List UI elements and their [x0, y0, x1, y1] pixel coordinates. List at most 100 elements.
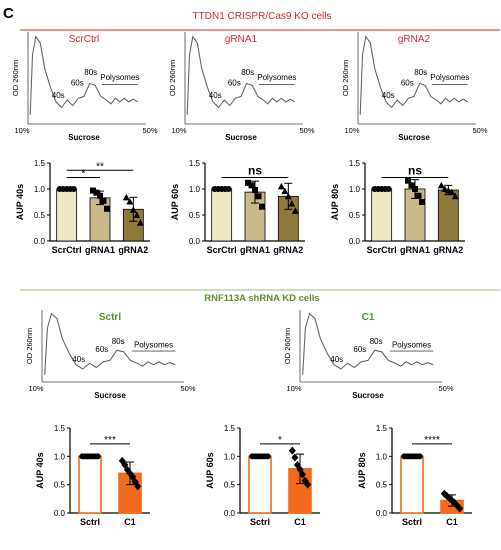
- bar: [400, 455, 424, 514]
- y-axis-label: AUP 80s: [330, 184, 340, 220]
- profile-x-label: Sucrose: [225, 133, 257, 142]
- peak-60s-label: 60s: [353, 345, 366, 354]
- peak-40s-label: 40s: [72, 355, 85, 364]
- data-point: [225, 186, 232, 192]
- y-tick-label: 0.0: [224, 509, 236, 518]
- y-tick-label: 1.0: [349, 185, 361, 194]
- profile-curve: [186, 35, 296, 115]
- peak-80s-label: 80s: [112, 337, 125, 346]
- profile-x-start: 10%: [171, 126, 186, 135]
- bar: [211, 188, 233, 242]
- data-point: [121, 460, 129, 469]
- section1-title: TTDN1 CRISPR/Cas9 KO cells: [193, 11, 332, 22]
- data-point: [129, 206, 137, 213]
- data-point: [255, 193, 262, 200]
- peak-60s-label: 60s: [228, 78, 241, 87]
- y-tick-label: 1.5: [224, 424, 236, 433]
- data-point: [448, 188, 456, 196]
- bar-chart-3: 0.0 0.5 1.0 1.5 AUP 80s ScrCtrl gRNA1 gRNA2 ns: [330, 159, 465, 255]
- category-label: ScrCtrl: [367, 245, 397, 255]
- peak-60s-label: 60s: [95, 345, 108, 354]
- profile-y-label: OD 260nm: [283, 328, 292, 364]
- profile-y-label: OD 260nm: [168, 60, 177, 96]
- significance-label: ***: [104, 435, 116, 446]
- data-point: [288, 446, 296, 455]
- data-point: [284, 192, 292, 200]
- data-point: [277, 182, 285, 190]
- bar: [56, 188, 78, 242]
- peak-60s-label: 60s: [71, 78, 84, 87]
- data-point: [437, 181, 445, 189]
- data-point: [100, 197, 107, 204]
- category-label: gRNA1: [85, 245, 115, 255]
- data-point: [416, 453, 423, 460]
- data-point: [136, 219, 144, 226]
- y-axis-label: AUP 40s: [15, 184, 25, 220]
- peak-80s-label: 80s: [370, 337, 383, 346]
- data-point: [134, 482, 142, 491]
- y-tick-label: 0.5: [349, 211, 361, 220]
- section2-title: RNF113A shRNA KD cells: [204, 293, 319, 304]
- category-label: Sctrl: [250, 517, 270, 527]
- significance-label: ****: [424, 435, 440, 446]
- bar-chart-4: 0.0 0.5 1.0 1.5 AUP 40s Sctrl C1 ***: [35, 424, 150, 527]
- category-label: ScrCtrl: [207, 245, 237, 255]
- profile-y-label: OD 260nm: [25, 328, 34, 364]
- profile-x-label: Sucrose: [94, 391, 126, 400]
- profile-4: Sctrl Polysomes 40s 60s 80s OD 260nm Sucrose 10…: [25, 310, 196, 400]
- data-point: [264, 453, 271, 460]
- y-tick-label: 1.0: [54, 452, 66, 461]
- y-tick-label: 0.0: [54, 509, 66, 518]
- y-axis-label: AUP 80s: [357, 452, 367, 488]
- data-point: [415, 192, 422, 199]
- profile-x-end: 50%: [299, 126, 314, 135]
- profile-y-label: OD 260nm: [11, 60, 20, 96]
- significance-label: ns: [408, 164, 422, 178]
- y-axis-label: AUP 40s: [35, 452, 45, 488]
- bar: [78, 455, 102, 514]
- significance-label: *: [81, 169, 85, 180]
- profile-curve: [302, 312, 434, 375]
- data-point: [245, 179, 251, 186]
- polysomes-label: Polysomes: [430, 73, 469, 82]
- data-point: [248, 182, 255, 189]
- profile-x-start: 10%: [28, 384, 43, 393]
- data-point: [385, 186, 392, 192]
- data-point: [133, 211, 141, 218]
- profile-title: C1: [362, 312, 375, 323]
- category-label: Sctrl: [80, 517, 100, 527]
- profile-x-end: 50%: [142, 126, 157, 135]
- y-tick-label: 0.0: [349, 237, 361, 246]
- peak-40s-label: 40s: [382, 91, 395, 100]
- y-tick-label: 0.5: [34, 211, 46, 220]
- peak-40s-label: 40s: [209, 91, 222, 100]
- y-tick-label: 1.5: [54, 424, 66, 433]
- category-label: gRNA2: [273, 245, 303, 255]
- y-tick-label: 0.5: [189, 211, 201, 220]
- y-tick-label: 0.0: [376, 509, 388, 518]
- category-label: gRNA1: [400, 245, 430, 255]
- significance-label: *: [278, 435, 282, 446]
- bar-chart-6: 0.0 0.5 1.0 1.5 AUP 80s Sctrl C1 ****: [357, 424, 472, 527]
- profile-title: gRNA1: [225, 34, 258, 45]
- category-label: C1: [294, 517, 306, 527]
- data-point: [97, 192, 103, 199]
- profile-title: ScrCtrl: [69, 34, 100, 45]
- data-point: [291, 453, 299, 462]
- data-point: [419, 199, 425, 205]
- profile-x-end: 50%: [180, 384, 195, 393]
- data-point: [405, 177, 411, 184]
- y-tick-label: 0.5: [54, 481, 66, 490]
- y-tick-label: 1.0: [34, 185, 46, 194]
- profile-curve: [29, 35, 139, 115]
- data-point: [90, 187, 96, 194]
- bar: [248, 455, 272, 514]
- y-tick-label: 1.5: [376, 424, 388, 433]
- y-tick-label: 1.5: [349, 159, 361, 168]
- profile-y-label: OD 260nm: [341, 60, 350, 96]
- data-point: [122, 193, 130, 201]
- profile-x-end: 50%: [438, 384, 453, 393]
- data-point: [291, 207, 299, 214]
